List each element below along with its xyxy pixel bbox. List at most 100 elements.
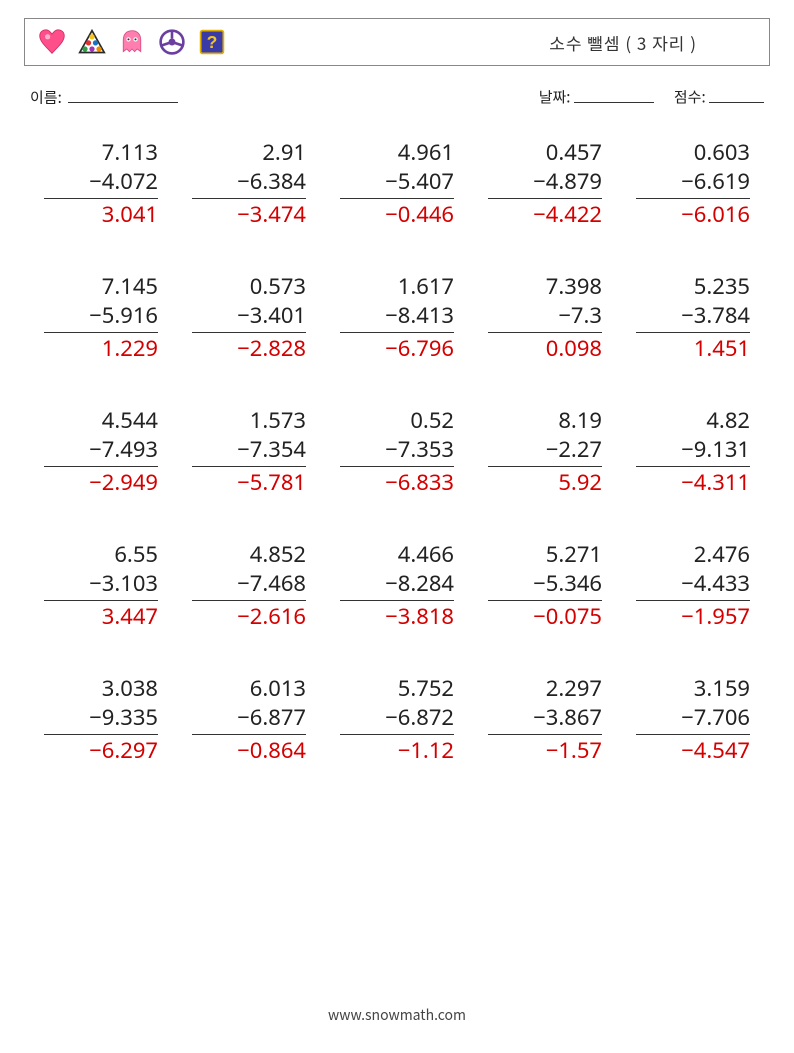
problem: 4.961−5.407−0.446 — [340, 138, 454, 230]
problem: 5.752−6.872−1.12 — [340, 674, 454, 766]
problem: 1.617−8.413−6.796 — [340, 272, 454, 364]
answer: −6.796 — [340, 333, 454, 364]
problem: 2.297−3.867−1.57 — [488, 674, 602, 766]
minuend: 4.466 — [340, 540, 454, 570]
answer: −3.474 — [192, 199, 306, 230]
problem: 0.603−6.619−6.016 — [636, 138, 750, 230]
subtrahend: −7.468 — [192, 569, 306, 601]
subtrahend: −3.784 — [636, 301, 750, 333]
subtrahend: −6.877 — [192, 703, 306, 735]
subtrahend: −6.872 — [340, 703, 454, 735]
minuend: 6.013 — [192, 674, 306, 704]
steering-wheel-icon — [157, 27, 187, 57]
minuend: 8.19 — [488, 406, 602, 436]
subtrahend: −7.493 — [44, 435, 158, 467]
answer: −4.422 — [488, 199, 602, 230]
answer: −0.864 — [192, 735, 306, 766]
minuend: 0.603 — [636, 138, 750, 168]
svg-text:?: ? — [207, 32, 218, 52]
minuend: 2.476 — [636, 540, 750, 570]
minuend: 0.573 — [192, 272, 306, 302]
problem: 5.271−5.346−0.075 — [488, 540, 602, 632]
problem: 6.013−6.877−0.864 — [192, 674, 306, 766]
balls-triangle-icon — [77, 27, 107, 57]
date-field: 날짜: — [539, 86, 654, 108]
minuend: 4.961 — [340, 138, 454, 168]
problem: 5.235−3.7841.451 — [636, 272, 750, 364]
worksheet-title: 소수 뺄셈 ( 3 자리 ) — [549, 30, 697, 55]
answer: 1.229 — [44, 333, 158, 364]
minuend: 7.113 — [44, 138, 158, 168]
name-field: 이름: — [30, 86, 178, 108]
answer: 1.451 — [636, 333, 750, 364]
minuend: 3.038 — [44, 674, 158, 704]
subtrahend: −9.131 — [636, 435, 750, 467]
answer: −3.818 — [340, 601, 454, 632]
minuend: 6.55 — [44, 540, 158, 570]
answer: 3.447 — [44, 601, 158, 632]
minuend: 2.297 — [488, 674, 602, 704]
problem: 8.19−2.275.92 — [488, 406, 602, 498]
problem: 7.145−5.9161.229 — [44, 272, 158, 364]
subtrahend: −5.346 — [488, 569, 602, 601]
info-row: 이름: 날짜: 점수: — [24, 86, 770, 108]
name-label: 이름: — [30, 87, 62, 108]
subtrahend: −4.879 — [488, 167, 602, 199]
minuend: 2.91 — [192, 138, 306, 168]
problem: 0.457−4.879−4.422 — [488, 138, 602, 230]
answer: −1.12 — [340, 735, 454, 766]
answer: −0.075 — [488, 601, 602, 632]
subtrahend: −3.401 — [192, 301, 306, 333]
minuend: 4.852 — [192, 540, 306, 570]
date-blank[interactable] — [574, 86, 654, 103]
minuend: 4.544 — [44, 406, 158, 436]
header-icons: ? — [37, 27, 227, 57]
subtrahend: −6.384 — [192, 167, 306, 199]
subtrahend: −3.867 — [488, 703, 602, 735]
problem: 1.573−7.354−5.781 — [192, 406, 306, 498]
problem: 2.476−4.433−1.957 — [636, 540, 750, 632]
ghost-icon — [117, 27, 147, 57]
problem: 4.82−9.131−4.311 — [636, 406, 750, 498]
answer: −2.949 — [44, 467, 158, 498]
score-label: 점수: — [674, 87, 706, 108]
question-block-icon: ? — [197, 27, 227, 57]
minuend: 1.617 — [340, 272, 454, 302]
problem: 2.91−6.384−3.474 — [192, 138, 306, 230]
subtrahend: −9.335 — [44, 703, 158, 735]
answer: 0.098 — [488, 333, 602, 364]
problem: 3.159−7.706−4.547 — [636, 674, 750, 766]
answer: −2.828 — [192, 333, 306, 364]
subtrahend: −6.619 — [636, 167, 750, 199]
problem: 3.038−9.335−6.297 — [44, 674, 158, 766]
answer: −4.547 — [636, 735, 750, 766]
problem: 7.113−4.0723.041 — [44, 138, 158, 230]
minuend: 7.398 — [488, 272, 602, 302]
problem: 4.466−8.284−3.818 — [340, 540, 454, 632]
date-label: 날짜: — [539, 87, 571, 108]
minuend: 7.145 — [44, 272, 158, 302]
subtrahend: −8.284 — [340, 569, 454, 601]
minuend: 0.457 — [488, 138, 602, 168]
answer: 3.041 — [44, 199, 158, 230]
minuend: 5.271 — [488, 540, 602, 570]
answer: −0.446 — [340, 199, 454, 230]
subtrahend: −3.103 — [44, 569, 158, 601]
heart-icon — [37, 27, 67, 57]
footer-link[interactable]: www.snowmath.com — [0, 1005, 794, 1025]
minuend: 4.82 — [636, 406, 750, 436]
score-blank[interactable] — [709, 86, 764, 103]
name-blank[interactable] — [68, 86, 178, 103]
minuend: 5.752 — [340, 674, 454, 704]
problem: 4.544−7.493−2.949 — [44, 406, 158, 498]
answer: −1.57 — [488, 735, 602, 766]
subtrahend: −4.433 — [636, 569, 750, 601]
subtrahend: −7.354 — [192, 435, 306, 467]
subtrahend: −2.27 — [488, 435, 602, 467]
header-box: ? 소수 뺄셈 ( 3 자리 ) — [24, 18, 770, 66]
worksheet-page: ? 소수 뺄셈 ( 3 자리 ) 이름: 날짜: 점수: 7.113−4.072… — [0, 0, 794, 766]
problem: 0.573−3.401−2.828 — [192, 272, 306, 364]
subtrahend: −7.353 — [340, 435, 454, 467]
minuend: 3.159 — [636, 674, 750, 704]
problem: 7.398−7.30.098 — [488, 272, 602, 364]
